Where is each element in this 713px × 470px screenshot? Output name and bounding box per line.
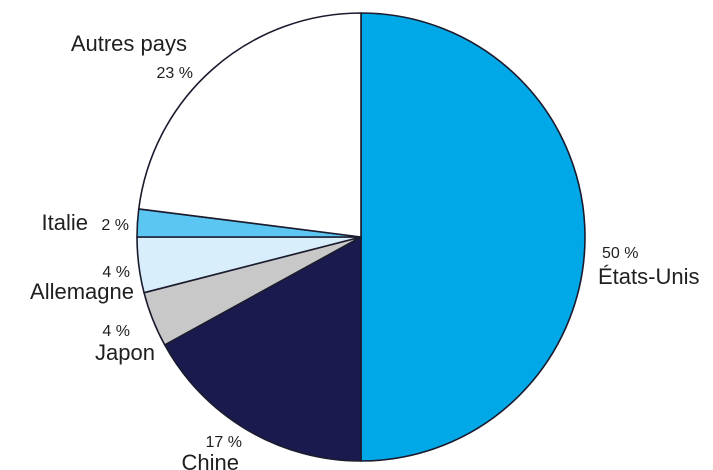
slice-name-label-italie: Italie xyxy=(42,210,88,235)
slice-name-label-chine: Chine xyxy=(182,450,239,470)
slice-percent-label-italie: 2 % xyxy=(101,217,129,234)
slice-name-label-allemagne: Allemagne xyxy=(30,279,134,304)
slice-percent-label-allemagne: 4 % xyxy=(102,264,130,281)
slice-name-label-autres-pays: Autres pays xyxy=(71,31,187,56)
slice-percent-label-etats-unis: 50 % xyxy=(602,245,638,262)
pie-slice-chine xyxy=(163,236,362,462)
slice-name-label-japon: Japon xyxy=(95,340,155,365)
slice-percent-label-chine: 17 % xyxy=(206,434,242,451)
pie-slice-etats-unis xyxy=(360,12,586,462)
slice-name-label-etats-unis: États-Unis xyxy=(598,264,699,289)
pie-slice-autres-pays xyxy=(137,12,362,238)
slice-percent-label-autres-pays: 23 % xyxy=(157,65,193,82)
slice-percent-label-japon: 4 % xyxy=(102,323,130,340)
